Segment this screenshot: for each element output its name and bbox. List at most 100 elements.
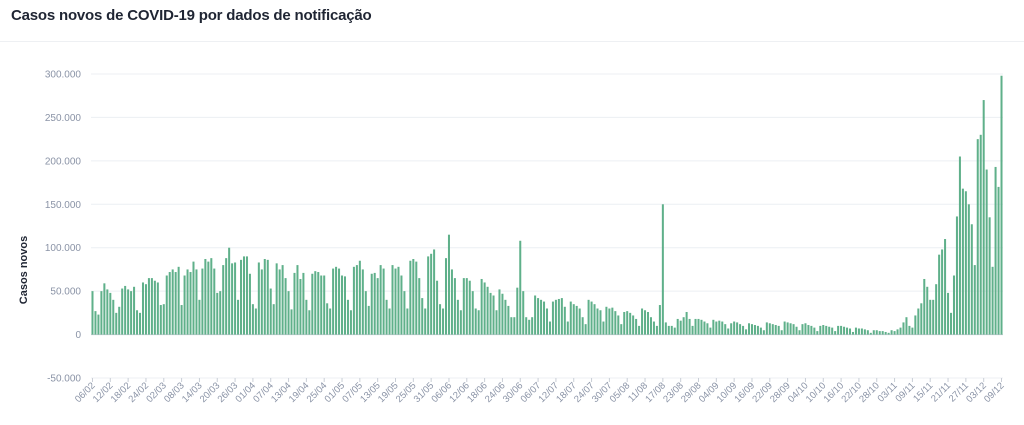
bar <box>911 327 914 335</box>
bar <box>272 304 275 335</box>
bar <box>433 249 436 335</box>
bar <box>872 330 875 335</box>
bar <box>147 278 150 335</box>
bar <box>985 169 988 335</box>
bar <box>893 331 896 335</box>
bar <box>358 260 361 335</box>
title-divider <box>0 41 1024 42</box>
bar <box>807 325 810 335</box>
bar <box>489 292 492 335</box>
bar <box>952 275 955 335</box>
bar <box>649 317 652 335</box>
bar <box>373 272 376 335</box>
bar <box>596 308 599 335</box>
bar <box>795 326 798 335</box>
bar <box>923 278 926 335</box>
bar <box>150 278 153 335</box>
bar <box>730 323 733 335</box>
bar <box>543 301 546 335</box>
bar <box>661 204 664 335</box>
bar <box>857 328 860 335</box>
bar <box>245 256 248 335</box>
bar <box>834 331 837 335</box>
bar <box>632 315 635 335</box>
bar <box>644 310 647 335</box>
y-axis-ticks: -50.000 0 50.000 100.000 150.000 200.000 250.0… <box>45 70 82 385</box>
bar <box>162 304 165 335</box>
bar <box>106 289 109 335</box>
x-tick-label: 15/11 <box>911 380 935 404</box>
bar <box>124 285 127 335</box>
bar <box>697 318 700 335</box>
bar <box>442 308 445 335</box>
bar <box>988 217 991 335</box>
bar <box>510 317 513 335</box>
bar <box>139 312 142 335</box>
bar <box>703 321 706 335</box>
bar <box>679 320 682 335</box>
bar <box>418 278 421 335</box>
bar <box>750 324 753 335</box>
bar <box>341 275 344 335</box>
bar <box>186 269 189 335</box>
bar <box>153 280 156 335</box>
bar <box>929 299 932 335</box>
bar <box>174 272 177 335</box>
bar <box>367 305 370 335</box>
bar <box>406 308 409 335</box>
bar <box>421 298 424 335</box>
bar <box>860 328 863 335</box>
bar <box>572 304 575 335</box>
bar <box>376 278 379 335</box>
bar <box>920 303 923 335</box>
bar <box>831 327 834 335</box>
bar <box>436 280 439 335</box>
bar <box>584 324 587 335</box>
bar <box>789 323 792 335</box>
bar <box>780 330 783 335</box>
bar <box>501 293 504 335</box>
bar <box>718 320 721 335</box>
bar <box>825 325 828 335</box>
bar <box>430 253 433 335</box>
bar <box>260 269 263 335</box>
bar <box>534 295 537 335</box>
bar <box>231 263 234 335</box>
bar <box>385 299 388 335</box>
bar <box>486 286 489 335</box>
bar <box>379 265 382 335</box>
bar <box>171 269 174 335</box>
bar <box>863 329 866 335</box>
bars <box>91 75 1003 335</box>
bar <box>528 319 531 335</box>
bar <box>976 139 979 335</box>
bar <box>465 278 468 335</box>
bar <box>727 328 730 335</box>
bar <box>100 291 103 335</box>
bar <box>409 260 412 335</box>
bar <box>748 323 751 335</box>
bar <box>828 326 831 335</box>
bar <box>899 327 902 335</box>
bar <box>477 310 480 335</box>
bar <box>141 282 144 335</box>
bar <box>997 186 1000 335</box>
bar <box>474 308 477 335</box>
bar <box>890 330 893 335</box>
bar <box>768 323 771 335</box>
bar <box>682 317 685 335</box>
y-tick-label: 0 <box>75 330 81 341</box>
bar <box>222 265 225 335</box>
bar <box>332 268 335 335</box>
bar <box>822 325 825 335</box>
bar <box>91 291 94 335</box>
bar <box>412 259 415 335</box>
bar <box>908 325 911 335</box>
bar <box>614 311 617 335</box>
bar <box>136 310 139 335</box>
chart-title: Casos novos de COVID-19 por dados de not… <box>11 7 372 24</box>
bar <box>938 254 941 335</box>
bar <box>944 239 947 335</box>
bar <box>296 265 299 335</box>
